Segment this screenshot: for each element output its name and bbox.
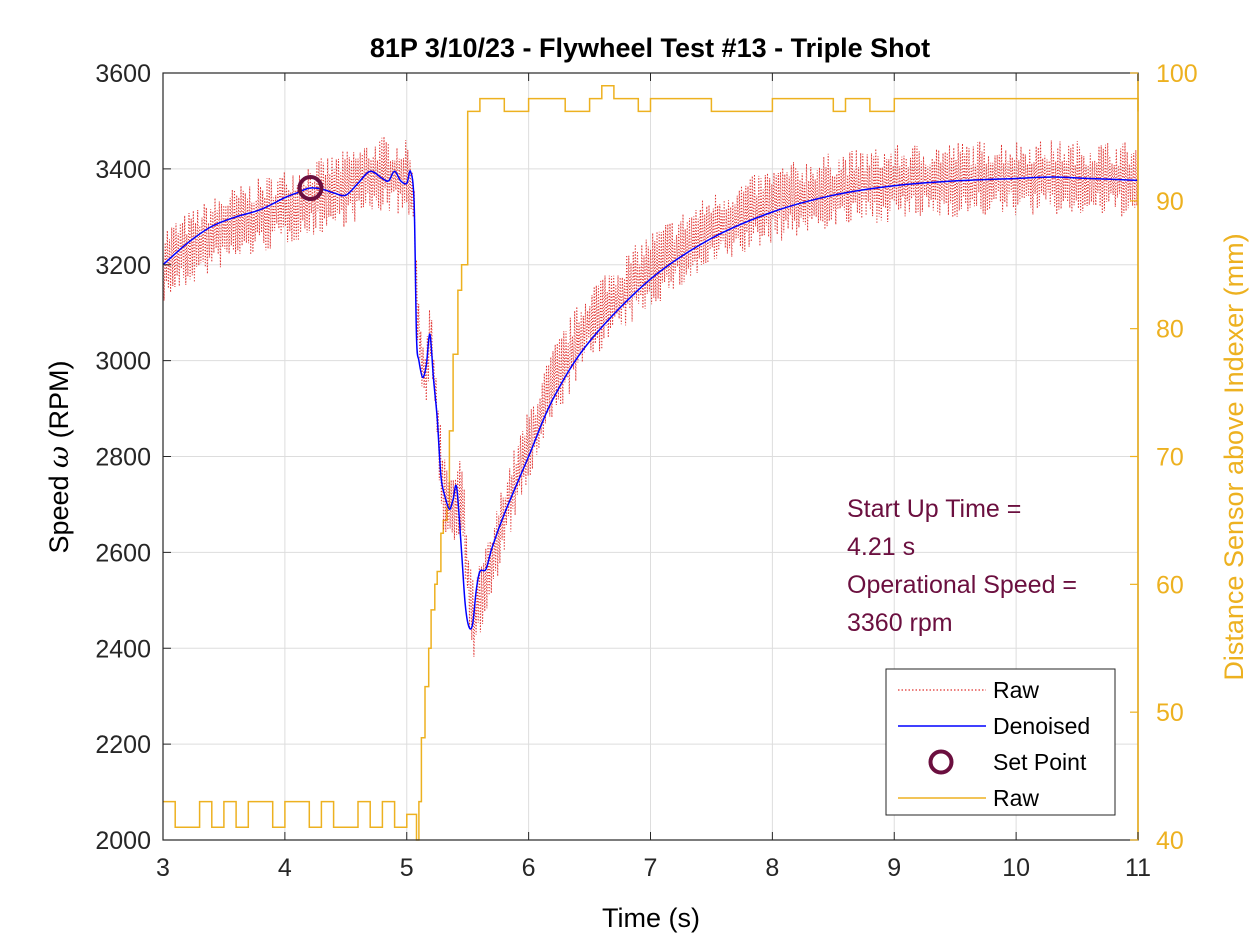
sensor-raw-line — [163, 85, 1139, 841]
y-right-tick-label: 90 — [1156, 188, 1184, 216]
y-axis-label-suffix: (RPM) — [44, 360, 74, 445]
y-tick-label: 3200 — [95, 252, 151, 280]
y-tick-label: 3000 — [95, 348, 151, 376]
x-axis-label: Time (s) — [602, 903, 700, 933]
x-tick-label: 7 — [644, 854, 658, 882]
y-axis-right-label: Distance Sensor above Indexer (mm) — [1219, 233, 1249, 680]
y-right-tick-label: 60 — [1156, 571, 1184, 599]
y-tick-label: 2000 — [95, 827, 151, 855]
y-axis-label: Speed ω (RPM) — [44, 360, 75, 553]
y-tick-label: 3600 — [95, 60, 151, 88]
annotation-box: Start Up Time = 4.21 s Operational Speed… — [847, 495, 1077, 637]
y-right-tick-label: 50 — [1156, 699, 1184, 727]
annotation-line-3: Operational Speed = — [847, 571, 1077, 599]
omega-symbol: ω — [44, 446, 75, 468]
y-tick-label: 2800 — [95, 444, 151, 472]
legend-label-denoised: Denoised — [993, 713, 1090, 739]
raw-speed-line — [162, 136, 1139, 657]
y-tick-label: 2400 — [95, 635, 151, 663]
legend-label-sensor: Raw — [993, 785, 1039, 811]
x-tick-label: 3 — [156, 854, 170, 882]
legend-swatch-set-point — [928, 749, 954, 775]
y-tick-label: 2200 — [95, 731, 151, 759]
y-right-tick-label: 40 — [1156, 827, 1184, 855]
x-tick-label: 10 — [1002, 854, 1030, 882]
y-tick-label: 2600 — [95, 539, 151, 567]
x-tick-label: 4 — [278, 854, 292, 882]
legend-box — [885, 668, 1116, 816]
x-tick-label: 11 — [1125, 854, 1151, 882]
set-point-marker — [297, 175, 324, 202]
chart-title: 81P 3/10/23 - Flywheel Test #13 - Triple… — [370, 33, 930, 63]
x-tick-label: 5 — [400, 854, 414, 882]
annotation-line-2: 4.21 s — [847, 533, 915, 561]
denoised-speed-line — [162, 170, 1139, 630]
legend-label-raw: Raw — [993, 677, 1039, 703]
series-layer — [162, 85, 1139, 841]
y-right-tick-label: 70 — [1156, 444, 1184, 472]
legend: Raw Denoised Set Point Raw — [885, 668, 1116, 816]
annotation-line-1: Start Up Time = — [847, 495, 1021, 523]
y-tick-label: 3400 — [95, 156, 151, 184]
y-axis-label-prefix: Speed — [44, 468, 74, 554]
annotation-line-4: 3360 rpm — [847, 609, 953, 637]
legend-label-set-point: Set Point — [993, 749, 1087, 775]
y-right-tick-label: 100 — [1156, 60, 1198, 88]
axis-ticks: 3 4 5 6 7 8 9 10 11 2000 2200 2400 2600 2800 3000 3200 3… — [95, 60, 1197, 882]
x-tick-label: 6 — [522, 854, 536, 882]
x-tick-label: 8 — [765, 854, 779, 882]
y-right-tick-label: 80 — [1156, 316, 1184, 344]
x-tick-label: 9 — [887, 854, 901, 882]
